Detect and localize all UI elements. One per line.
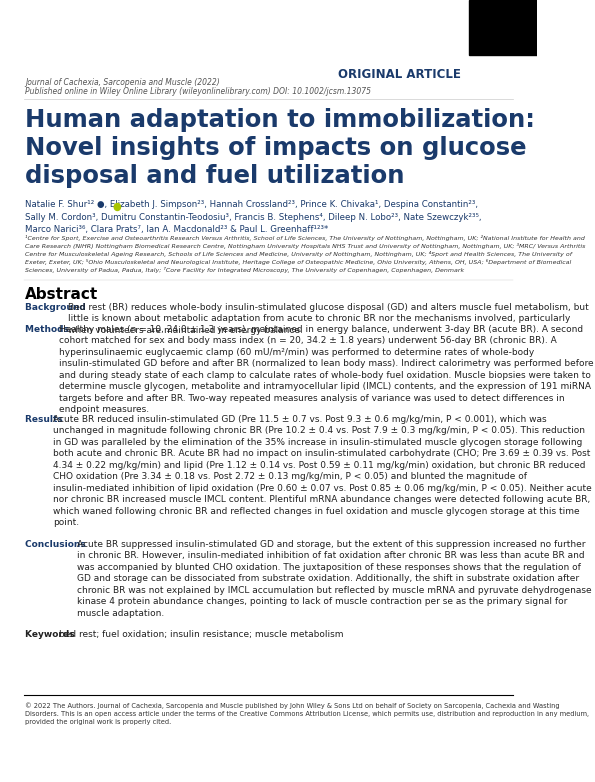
Text: ¹Centre for Sport, Exercise and Osteoarthritis Research Versus Arthritis, School: ¹Centre for Sport, Exercise and Osteoart… — [25, 235, 585, 273]
Text: Bed rest (BR) reduces whole-body insulin-stimulated glucose disposal (GD) and al: Bed rest (BR) reduces whole-body insulin… — [68, 303, 588, 335]
Text: Background: Background — [25, 303, 89, 312]
Text: Healthy males (n = 10, 24.0 ± 1.3 years), maintained in energy balance, underwen: Healthy males (n = 10, 24.0 ± 1.3 years)… — [59, 325, 593, 414]
Text: Human adaptation to immobilization: Novel insights of impacts on glucose disposa: Human adaptation to immobilization: Nove… — [25, 108, 536, 188]
Text: Results: Results — [25, 415, 66, 424]
Bar — [469, 0, 537, 55]
Text: Methods: Methods — [25, 325, 72, 334]
Text: bed rest; fuel oxidation; insulin resistance; muscle metabolism: bed rest; fuel oxidation; insulin resist… — [59, 630, 343, 639]
Text: © 2022 The Authors. Journal of Cachexia, Sarcopenia and Muscle published by John: © 2022 The Authors. Journal of Cachexia,… — [25, 702, 589, 725]
Text: ORIGINAL ARTICLE: ORIGINAL ARTICLE — [337, 68, 461, 81]
Text: Journal of Cachexia, Sarcopenia and Muscle (2022): Journal of Cachexia, Sarcopenia and Musc… — [25, 78, 220, 87]
Text: Conclusions: Conclusions — [25, 540, 89, 549]
Text: Abstract: Abstract — [25, 287, 99, 302]
Text: Acute BR suppressed insulin-stimulated GD and storage, but the extent of this su: Acute BR suppressed insulin-stimulated G… — [77, 540, 591, 618]
Text: ●: ● — [115, 205, 120, 210]
Circle shape — [114, 203, 121, 210]
Text: Published online in Wiley Online Library (wileyonlinelibrary.com) DOI: 10.1002/j: Published online in Wiley Online Library… — [25, 87, 371, 96]
Text: Acute BR reduced insulin-stimulated GD (Pre 11.5 ± 0.7 vs. Post 9.3 ± 0.6 mg/kg/: Acute BR reduced insulin-stimulated GD (… — [54, 415, 592, 527]
Text: Keywords: Keywords — [25, 630, 78, 639]
Text: Natalie F. Shur¹² ●, Elizabeth J. Simpson²³, Hannah Crossland²³, Prince K. Chiva: Natalie F. Shur¹² ●, Elizabeth J. Simpso… — [25, 200, 482, 234]
